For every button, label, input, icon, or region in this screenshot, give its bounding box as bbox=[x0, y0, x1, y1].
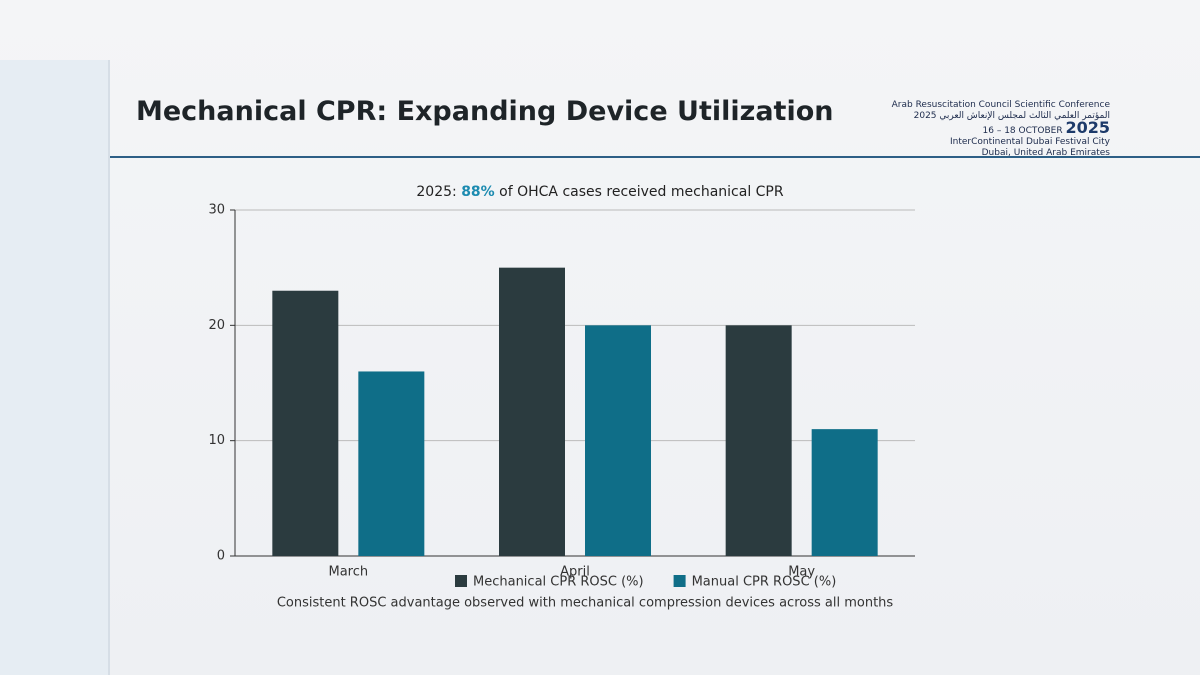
bar bbox=[499, 267, 565, 556]
x-tick-label: May bbox=[788, 565, 815, 580]
chart-subtitle: 2025: 88% of OHCA cases received mechani… bbox=[0, 184, 1200, 200]
y-tick-label: 10 bbox=[208, 433, 225, 448]
x-tick-label: March bbox=[329, 565, 369, 580]
legend-swatch bbox=[455, 575, 467, 587]
subtitle-text: of OHCA cases received mechanical CPR bbox=[499, 184, 784, 200]
logo-line: Arab Resuscitation Council Scientific Co… bbox=[891, 100, 1110, 110]
logo-line: 16 – 18 OCTOBER 2025 bbox=[850, 120, 1110, 137]
footnote: Consistent ROSC advantage observed with … bbox=[277, 596, 894, 611]
legend-label: Mechanical CPR ROSC (%) bbox=[473, 575, 644, 590]
bar bbox=[811, 429, 878, 556]
legend-swatch bbox=[673, 575, 686, 587]
legend-label: Manual CPR ROSC (%) bbox=[692, 575, 837, 590]
title-rule bbox=[110, 156, 1200, 158]
bar bbox=[725, 325, 792, 556]
conference-logo: Arab Resuscitation Council Scientific Co… bbox=[850, 100, 1110, 159]
side-panel bbox=[0, 60, 110, 675]
y-tick-label: 0 bbox=[217, 549, 225, 564]
subtitle-text: 2025: bbox=[416, 184, 457, 200]
y-tick-label: 30 bbox=[208, 203, 225, 218]
bar bbox=[358, 371, 425, 556]
bar bbox=[272, 290, 339, 556]
slide-title: Mechanical CPR: Expanding Device Utiliza… bbox=[136, 96, 834, 127]
logo-year: 2025 bbox=[1065, 118, 1110, 137]
logo-dates: 16 – 18 OCTOBER bbox=[982, 126, 1063, 136]
logo-line: المؤتمر العلمي الثالث لمجلس الإنعاش العر… bbox=[913, 111, 1110, 121]
logo-line: Dubai, United Arab Emirates bbox=[981, 148, 1110, 158]
bar bbox=[585, 325, 651, 556]
y-tick-label: 20 bbox=[208, 318, 225, 333]
logo-line: InterContinental Dubai Festival City bbox=[949, 137, 1110, 147]
subtitle-highlight: 88% bbox=[461, 184, 495, 200]
x-tick-label: April bbox=[560, 565, 590, 580]
